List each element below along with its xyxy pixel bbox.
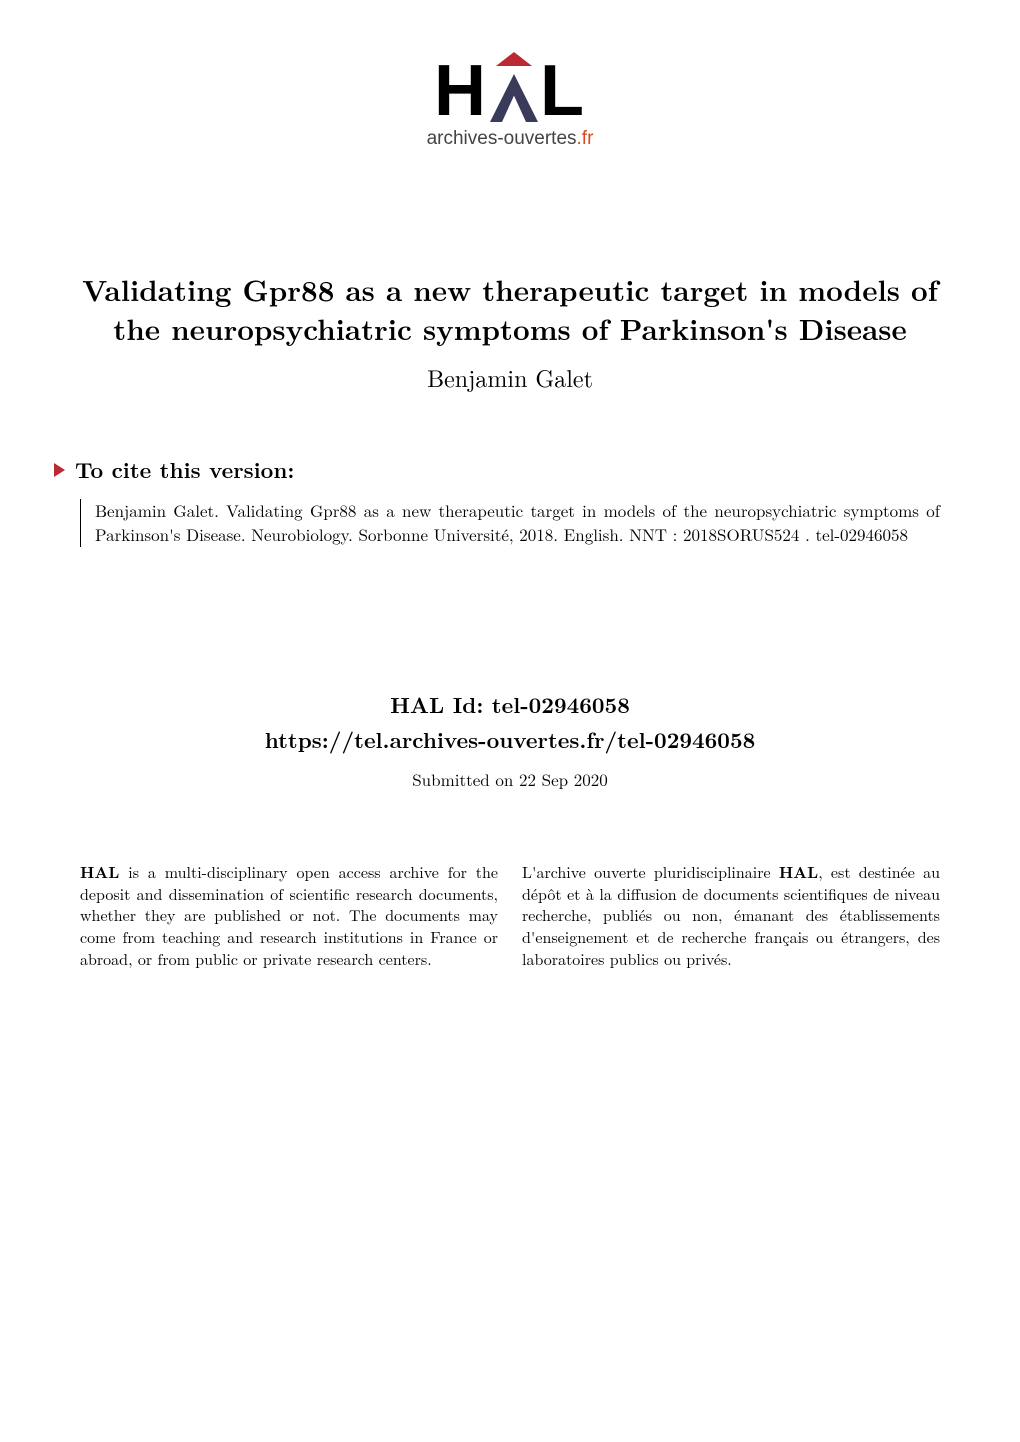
logo-letter-a-icon — [486, 60, 542, 122]
hal-id-line: HAL Id: tel-02946058 — [80, 687, 940, 722]
column-right: L'archive ouverte pluridisciplinaire HAL… — [522, 861, 940, 969]
description-columns: HAL is a multi-disciplinary open access … — [80, 861, 940, 969]
col-right-bold: HAL — [779, 860, 818, 883]
cite-body: Benjamin Galet. Validating Gpr88 as a ne… — [95, 499, 940, 547]
cite-heading: To cite this version: — [75, 454, 294, 485]
hal-logo: H L — [434, 60, 586, 122]
col-left-bold: HAL — [80, 860, 119, 883]
col-left-text: is a multi-disciplinary open access arch… — [80, 860, 498, 969]
cite-body-box: Benjamin Galet. Validating Gpr88 as a ne… — [80, 499, 940, 547]
hal-logo-block: H L archives-ouvertes.fr — [80, 60, 940, 150]
logo-letter-h: H — [434, 61, 488, 122]
logo-letter-l: L — [540, 61, 586, 122]
logo-sublabel: archives-ouvertes.fr — [80, 128, 940, 150]
logo-a-glyph-icon — [490, 74, 538, 122]
hal-submitted-date: Submitted on 22 Sep 2020 — [80, 767, 940, 791]
page-root: H L archives-ouvertes.fr Validating Gpr8… — [0, 0, 1020, 1442]
cite-heading-row: To cite this version: — [54, 454, 940, 485]
paper-title: Validating Gpr88 as a new therapeutic ta… — [80, 270, 940, 348]
col-right-pre: L'archive ouverte pluridisciplinaire — [522, 860, 779, 883]
column-left: HAL is a multi-disciplinary open access … — [80, 861, 498, 969]
triangle-right-icon — [54, 463, 65, 477]
cite-section: To cite this version: Benjamin Galet. Va… — [80, 454, 940, 687]
hal-id-block: HAL Id: tel-02946058 https://tel.archive… — [80, 687, 940, 791]
paper-author: Benjamin Galet — [80, 360, 940, 394]
logo-sublabel-main: archives-ouvertes — [427, 128, 577, 149]
logo-hat-icon — [496, 52, 532, 66]
hal-url[interactable]: https://tel.archives-ouvertes.fr/tel-029… — [80, 722, 940, 757]
logo-sublabel-suffix: .fr — [577, 128, 594, 149]
